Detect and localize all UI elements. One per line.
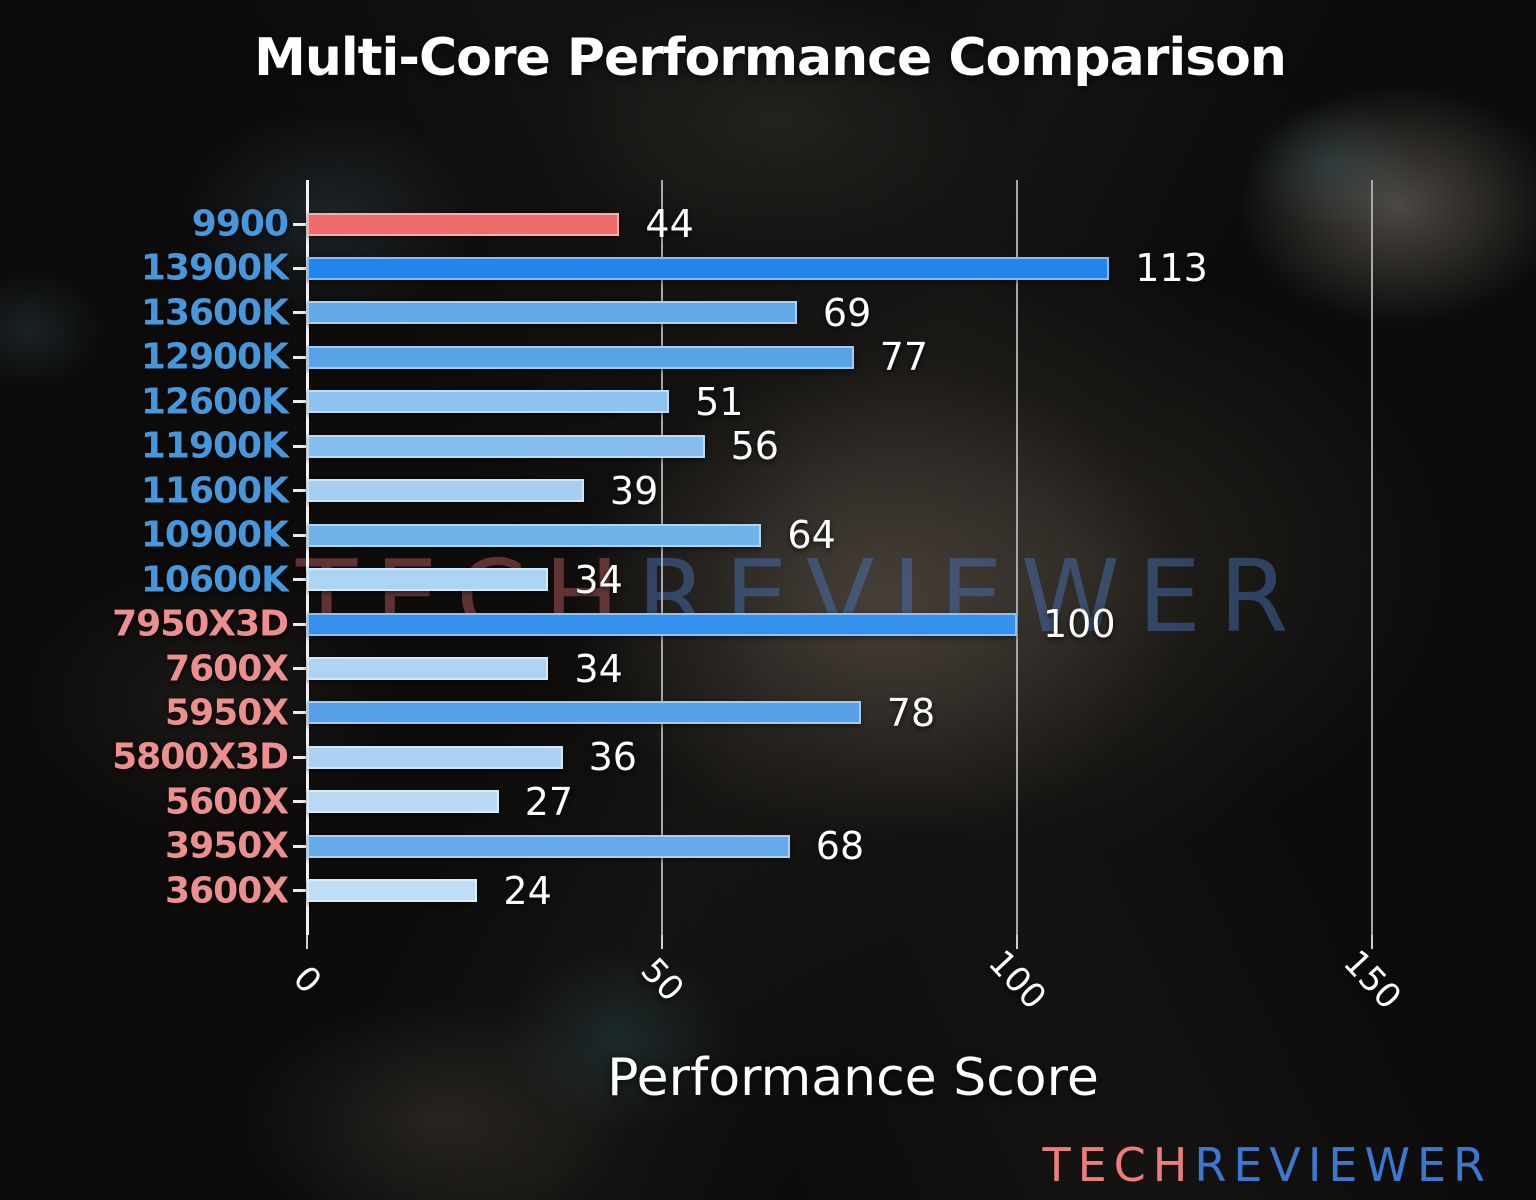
y-axis-label: 5800X3D [112,736,289,778]
y-tick-mark [293,622,307,626]
y-axis-label: 12900K [140,336,289,378]
logo-tech: TECH [1042,1138,1195,1192]
bar-value-label: 34 [574,646,623,691]
gridline [661,180,663,935]
y-axis-label: 5950X [165,692,289,734]
y-tick-mark [293,355,307,359]
y-tick-mark [293,711,307,715]
y-axis-label: 10900K [140,514,289,556]
y-tick-mark [293,489,307,493]
y-axis-labels: 9900 13900K 13600K 12900K 12600K 11900K 11600K… [0,180,289,935]
y-tick-mark [293,533,307,537]
x-axis-title: Performance Score [607,1048,1099,1108]
y-axis-label: 9900 [191,203,289,245]
bar-value-label: 77 [879,335,929,380]
bar [307,657,549,680]
y-axis-label: 12600K [140,381,289,423]
bar [307,301,797,325]
y-axis-label: 11900K [140,425,289,467]
y-axis-label: 11600K [140,470,289,512]
y-tick-mark [293,311,307,315]
bar-value-label: 56 [730,424,779,469]
bar [307,701,861,725]
logo-reviewer: REVIEWER [1194,1138,1492,1192]
bar-value-label: 24 [503,868,552,913]
x-tick-label: 100 [980,942,1054,1018]
x-tick-label: 150 [1335,942,1409,1018]
y-tick-mark [293,889,307,893]
bar-value-label: 64 [787,513,836,558]
bar [307,434,705,458]
bar [307,790,499,814]
bar-value-label: 36 [588,735,637,780]
bar-value-label: 69 [822,290,872,335]
chart-title: Multi-Core Performance Comparison [254,28,1287,88]
bar-value-label: 51 [695,379,744,424]
x-tick-mark [1371,935,1373,949]
bar [307,745,563,769]
bar-value-label: 39 [609,468,659,513]
x-tick-label: 50 [632,950,692,1010]
y-axis-label: 5600X [165,781,289,823]
bar [307,879,478,903]
bar-value-label: 27 [524,779,574,824]
bar-value-label: 113 [1135,246,1208,291]
bar [307,834,790,858]
bar [307,256,1110,280]
gridline [1016,180,1018,935]
y-axis-label: 3600X [165,870,289,912]
bar [307,523,762,547]
bar [307,345,854,369]
y-tick-mark [293,844,307,848]
plot-area: 0 50 100 150 44 113 69 77 51 56 39 64 34 100 34 78 36 27 6… [285,180,1493,1017]
y-axis-label: 13600K [140,292,289,334]
y-tick-mark [293,755,307,759]
bar [307,212,620,236]
gridline [1371,180,1373,935]
x-tick-label: 0 [284,958,330,1002]
y-axis-label: 3950X [165,825,289,867]
bar-value-label: 68 [815,824,865,869]
techreviewer-logo: TECHREVIEWER [1042,1138,1492,1192]
y-tick-mark [293,800,307,804]
bar-value-label: 78 [886,690,936,735]
y-tick-mark [293,400,307,404]
bar-value-label: 44 [645,202,694,246]
bar [307,568,549,592]
y-axis-label: 7950X3D [112,603,289,645]
y-tick-mark [293,578,307,582]
x-tick-mark [1016,935,1018,949]
x-tick-mark [661,935,663,949]
x-tick-mark [306,935,308,949]
y-axis-label: 10600K [140,559,289,601]
bar-value-label: 100 [1043,602,1116,647]
y-tick-mark [293,667,307,670]
y-tick-mark [293,444,307,448]
y-axis-label: 13900K [140,247,289,289]
bar-value-label: 34 [574,557,623,602]
y-tick-mark [293,266,307,270]
gridline [306,180,309,935]
y-axis-label: 7600X [165,648,289,689]
bar [307,390,670,414]
y-tick-mark [293,222,307,226]
bar [307,479,584,503]
bar [307,612,1017,636]
